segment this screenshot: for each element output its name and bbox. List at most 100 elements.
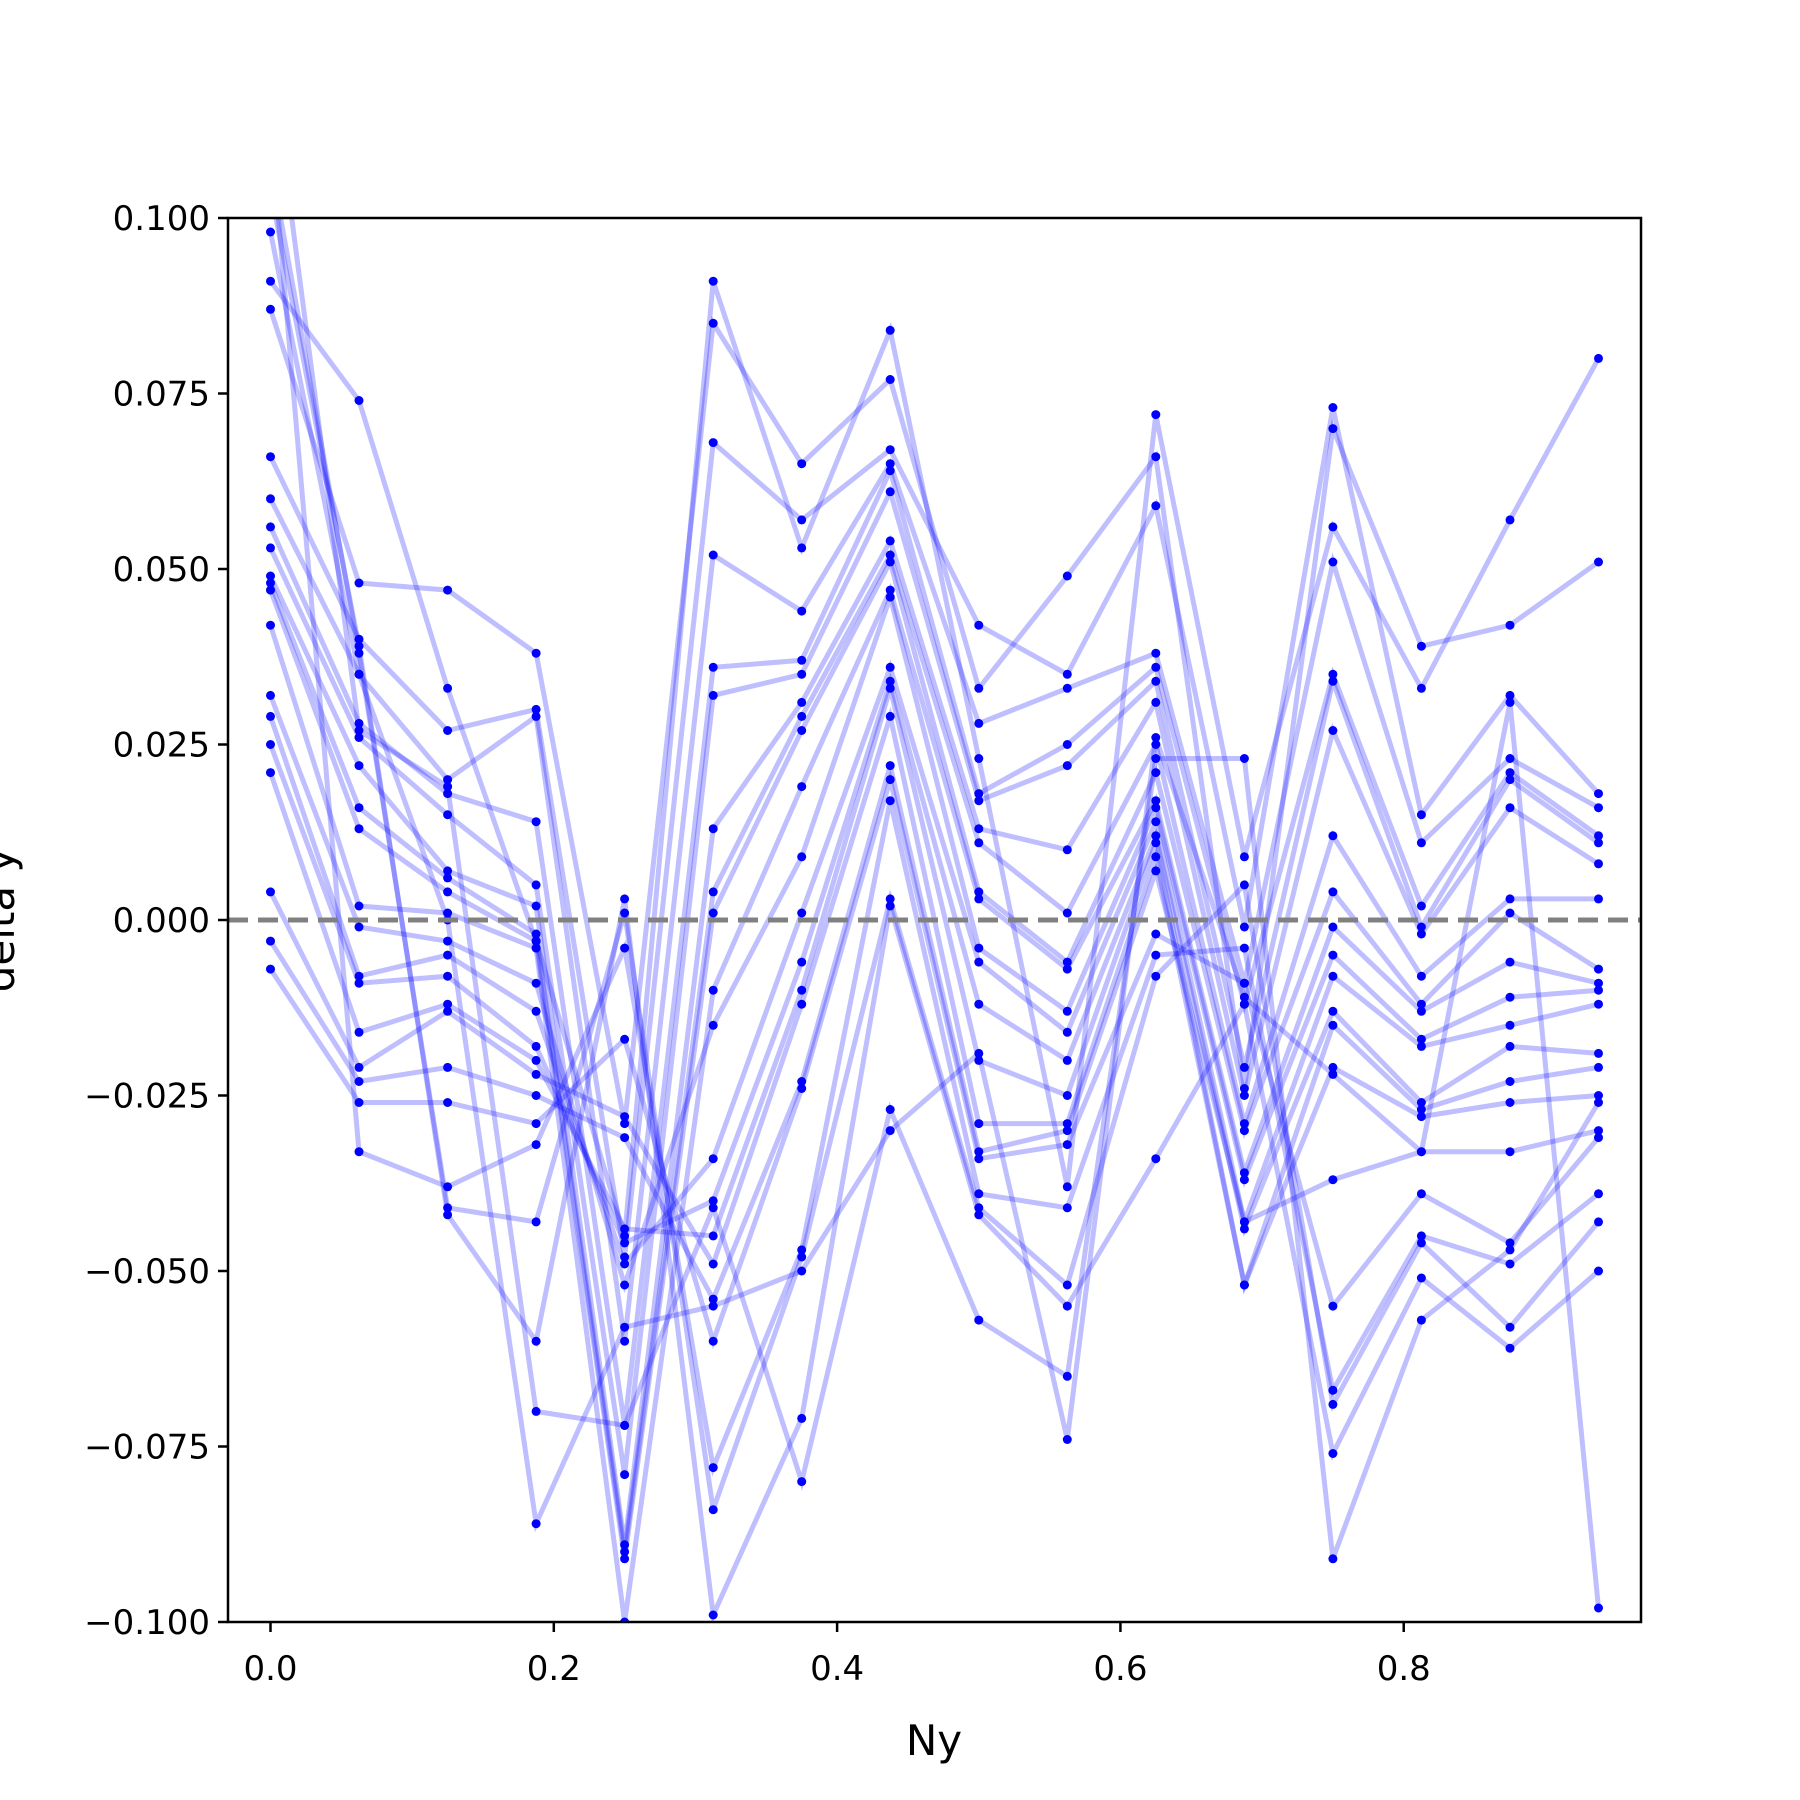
data-point bbox=[1416, 1189, 1426, 1199]
data-point bbox=[974, 894, 984, 904]
series-line bbox=[268, 231, 1601, 1609]
data-point bbox=[354, 1098, 364, 1107]
data-point bbox=[531, 1519, 541, 1529]
data-point bbox=[443, 1006, 453, 1016]
series-12 bbox=[266, 659, 1603, 1269]
data-point bbox=[885, 901, 895, 911]
data-point bbox=[1151, 648, 1161, 658]
series-line bbox=[268, 548, 1599, 1553]
data-point bbox=[1151, 697, 1161, 707]
data-point bbox=[266, 185, 275, 194]
data-point bbox=[1328, 726, 1338, 735]
series-line bbox=[268, 582, 1600, 1622]
data-point bbox=[885, 1105, 895, 1114]
data-point bbox=[708, 1196, 718, 1206]
data-point bbox=[708, 550, 718, 560]
data-point bbox=[1151, 817, 1161, 827]
data-point bbox=[1239, 880, 1249, 890]
x-axis-title: Ny bbox=[906, 1716, 962, 1765]
series-line bbox=[273, 218, 1601, 1622]
data-point bbox=[1594, 985, 1603, 995]
data-point bbox=[974, 1147, 984, 1157]
data-point bbox=[266, 711, 275, 721]
data-point bbox=[974, 796, 984, 806]
data-point bbox=[1594, 838, 1603, 848]
data-point bbox=[974, 838, 984, 848]
data-point bbox=[620, 1238, 630, 1248]
data-point bbox=[1594, 999, 1603, 1009]
data-point bbox=[1416, 1315, 1426, 1325]
data-point bbox=[1505, 768, 1515, 778]
data-point bbox=[531, 1055, 541, 1065]
series-line bbox=[268, 678, 1599, 1295]
data-point bbox=[531, 648, 541, 658]
data-point bbox=[708, 1463, 718, 1473]
data-point bbox=[354, 1027, 364, 1037]
data-point bbox=[1062, 1126, 1072, 1136]
data-point bbox=[797, 669, 807, 679]
data-point bbox=[531, 936, 541, 946]
data-point bbox=[1328, 1020, 1338, 1030]
data-point bbox=[1594, 859, 1603, 869]
y-axis-ticks: −0.100 −0.075 −0.050 −0.025 0.000 0.025 0.050 0… bbox=[84, 199, 228, 1643]
data-point bbox=[885, 683, 895, 693]
series-7 bbox=[266, 534, 1603, 1550]
data-point bbox=[531, 978, 541, 988]
data-point bbox=[1328, 669, 1338, 679]
data-point bbox=[1151, 740, 1161, 749]
data-point bbox=[531, 711, 541, 721]
data-point bbox=[974, 1315, 984, 1325]
data-point bbox=[1062, 1203, 1072, 1213]
data-point bbox=[1328, 1062, 1338, 1072]
y-tick-label: 0.025 bbox=[113, 726, 210, 766]
data-point bbox=[708, 1154, 718, 1164]
data-point bbox=[974, 1055, 984, 1065]
data-point bbox=[266, 768, 275, 778]
data-point bbox=[1505, 1343, 1515, 1353]
data-point bbox=[708, 1231, 718, 1241]
data-point bbox=[1416, 1105, 1426, 1114]
series-layer bbox=[266, 122, 1603, 1622]
data-point bbox=[1151, 866, 1161, 876]
data-point bbox=[885, 796, 895, 806]
data-point bbox=[1062, 1301, 1072, 1311]
series-4 bbox=[266, 457, 1603, 1346]
data-point bbox=[1416, 1098, 1426, 1107]
data-point bbox=[974, 1048, 984, 1058]
data-point bbox=[708, 1259, 718, 1269]
data-point bbox=[1151, 852, 1161, 862]
y-tick-label: 0.075 bbox=[113, 375, 210, 415]
data-point bbox=[1151, 452, 1161, 462]
data-point bbox=[797, 1266, 807, 1276]
y-tick-label: 0.000 bbox=[113, 901, 210, 941]
data-point bbox=[266, 304, 275, 314]
data-point bbox=[354, 641, 364, 651]
data-point bbox=[1594, 1091, 1603, 1100]
y-axis-title: delta y bbox=[0, 848, 24, 993]
data-point bbox=[1239, 1217, 1249, 1227]
data-point bbox=[266, 227, 275, 237]
data-point bbox=[797, 908, 807, 918]
series-line bbox=[275, 218, 1601, 1477]
data-point bbox=[974, 1154, 984, 1164]
data-point bbox=[1239, 1126, 1249, 1136]
data-point bbox=[354, 669, 364, 679]
data-point bbox=[443, 999, 453, 1009]
data-point bbox=[1239, 1224, 1249, 1234]
x-tick-label: 0.4 bbox=[810, 1649, 864, 1689]
data-point bbox=[708, 1020, 718, 1030]
data-point bbox=[1151, 754, 1161, 763]
data-point bbox=[797, 1245, 807, 1255]
data-point bbox=[1062, 1055, 1072, 1065]
series-17 bbox=[266, 769, 1603, 1350]
series-line bbox=[268, 463, 1600, 1426]
data-point bbox=[354, 578, 364, 588]
data-point bbox=[1062, 740, 1072, 749]
data-point bbox=[443, 873, 453, 883]
data-point bbox=[1505, 1077, 1515, 1086]
data-point bbox=[1594, 353, 1603, 363]
data-point bbox=[354, 1147, 364, 1157]
data-point bbox=[1505, 1020, 1515, 1030]
data-point bbox=[266, 122, 275, 131]
